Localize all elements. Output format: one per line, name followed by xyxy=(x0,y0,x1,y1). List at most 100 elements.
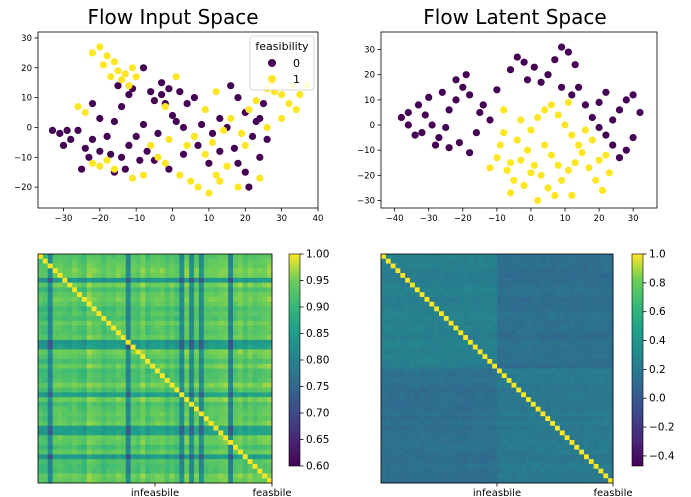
latent-heatmap-cell xyxy=(516,416,522,422)
input-heatmap-cell xyxy=(96,468,102,474)
latent-heatmap-cell xyxy=(477,330,483,336)
input-heatmap-cell xyxy=(135,273,141,279)
input-heatmap-cell xyxy=(208,273,214,279)
latent-heatmap-cell xyxy=(588,277,595,284)
input-heatmap-cell xyxy=(247,406,253,412)
latent-heatmap-cell xyxy=(439,463,445,470)
input-heatmap-cell xyxy=(120,459,127,465)
latent-heatmap-cell xyxy=(468,392,474,398)
latent-heatmap-cell xyxy=(390,378,396,384)
input-heatmap-cell xyxy=(257,287,263,293)
input-heatmap-cell xyxy=(164,430,171,436)
latent-heatmap-cell xyxy=(458,292,464,298)
latent-heatmap-cell xyxy=(429,358,435,365)
latent-heatmap-cell xyxy=(405,316,411,322)
latent-heatmap-cell xyxy=(463,344,469,350)
input-heatmap-cell xyxy=(169,325,175,331)
latent-heatmap-cell xyxy=(564,344,570,350)
latent-heatmap-cell xyxy=(564,401,570,408)
input-heatmap-cell xyxy=(47,354,54,360)
input-heatmap-cell xyxy=(213,411,219,417)
latent-heatmap-cell xyxy=(395,435,401,441)
latent-heatmap-cell xyxy=(424,254,430,260)
input-heatmap-cell xyxy=(213,311,219,317)
latent-heatmap-cell xyxy=(381,416,387,422)
latent-heatmap-cell xyxy=(516,330,522,336)
input-heatmap-cell xyxy=(72,344,78,350)
input-heatmap-cell xyxy=(247,463,253,470)
input-heatmap-cell xyxy=(67,387,73,393)
input-heatmap-cell xyxy=(96,306,102,312)
latent-heatmap-cell xyxy=(569,296,575,303)
input-heatmap-cell xyxy=(57,430,63,436)
input-heatmap-cell xyxy=(228,430,234,436)
latent-heatmap-cell xyxy=(574,401,580,408)
input-heatmap-cell xyxy=(169,268,175,274)
latent-heatmap-cell xyxy=(603,306,609,312)
input-heatmap-cell xyxy=(228,292,234,298)
latent-heatmap-cell xyxy=(405,292,411,298)
input-heatmap-cell xyxy=(208,454,214,460)
input-heatmap-cell xyxy=(262,378,268,384)
latent-heatmap-cell xyxy=(497,454,503,460)
input-heatmap-cell xyxy=(47,430,54,436)
input-heatmap-cell xyxy=(174,254,180,260)
latent-heatmap-cell xyxy=(555,306,561,312)
input-heatmap-cell xyxy=(91,335,97,341)
input-heatmap-cell xyxy=(218,478,224,484)
input-heatmap-cell xyxy=(267,258,273,264)
input-heatmap-cell xyxy=(213,459,219,465)
latent-heatmap-cell xyxy=(569,306,575,312)
latent-heatmap-cell xyxy=(463,444,469,450)
input-heatmap-cell xyxy=(62,416,68,422)
input-heatmap-cell xyxy=(150,387,156,393)
latent-heatmap-cell xyxy=(410,292,416,298)
latent-heatmap-cell xyxy=(395,254,401,260)
latent-heatmap-cell xyxy=(535,449,541,455)
input-heatmap-cell xyxy=(267,335,273,341)
input-heatmap-cell xyxy=(155,335,161,341)
input-heatmap-cell xyxy=(252,420,258,427)
input-heatmap-cell xyxy=(38,392,44,398)
input-heatmap-cell xyxy=(208,387,214,393)
input-heatmap-cell xyxy=(91,378,97,384)
input-heatmap-cell xyxy=(267,354,273,360)
input-heatmap-cell xyxy=(101,273,107,279)
input-colorbar-tick-label: 0.65 xyxy=(306,434,329,446)
input-heatmap-cell xyxy=(218,397,224,403)
latent-heatmap-cell xyxy=(559,425,566,431)
latent-heatmap-cell xyxy=(381,277,387,284)
input-heatmap-cell xyxy=(106,311,112,317)
input-heatmap-cell xyxy=(125,435,132,441)
latent-heatmap-cell xyxy=(458,468,464,474)
input-heatmap-cell xyxy=(169,316,175,322)
input-heatmap-cell xyxy=(189,254,195,260)
latent-heatmap-cell xyxy=(550,440,556,446)
latent-heatmap-cell xyxy=(448,258,454,264)
input-heatmap-cell xyxy=(91,454,97,460)
latent-heatmap-cell xyxy=(443,258,450,264)
input-heatmap-cell xyxy=(96,311,102,317)
input-heatmap-cell xyxy=(101,282,107,288)
input-heatmap-cell xyxy=(67,363,73,369)
latent-heatmap-cell xyxy=(381,282,387,288)
input-heatmap-cell xyxy=(72,263,78,269)
latent-heatmap-cell xyxy=(535,406,541,412)
latent-heatmap-cell xyxy=(434,349,440,355)
input-heatmap-cell xyxy=(218,387,224,393)
input-heatmap-cell xyxy=(155,277,161,284)
input-heatmap-cell xyxy=(77,444,83,450)
latent-heatmap-cell xyxy=(463,478,469,484)
input-heatmap-cell xyxy=(111,349,117,355)
latent-heatmap-cell xyxy=(550,420,556,427)
input-heatmap-cell xyxy=(208,292,214,298)
latent-heatmap-cell xyxy=(395,459,401,465)
input-heatmap-cell xyxy=(213,401,219,408)
input-heatmap-cell xyxy=(252,397,258,403)
input-heatmap-cell xyxy=(198,316,205,322)
input-heatmap-cell xyxy=(62,354,68,360)
input-heatmap-cell xyxy=(208,268,214,274)
input-heatmap-cell xyxy=(198,273,205,279)
input-heatmap-cell xyxy=(242,301,249,307)
input-heatmap-cell xyxy=(77,449,83,455)
